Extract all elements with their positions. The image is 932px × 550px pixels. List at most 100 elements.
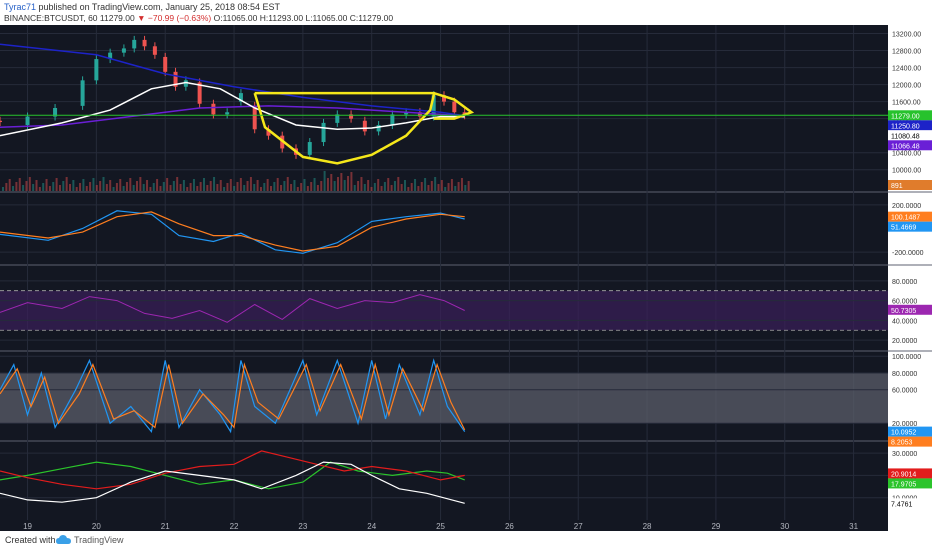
- volume-bar: [52, 182, 55, 191]
- volume-bar: [387, 178, 390, 191]
- volume-bar: [447, 183, 450, 191]
- volume-bar: [340, 173, 343, 191]
- volume-bar: [347, 176, 350, 191]
- stoch-axis-tag-bg: [888, 436, 932, 447]
- price-axis-tag: 11279.00: [891, 113, 920, 120]
- candle-body: [266, 129, 271, 136]
- volume-bar: [313, 178, 316, 191]
- candle-body: [349, 114, 354, 119]
- volume-bar: [427, 185, 430, 191]
- dmi_plus-line: [0, 461, 465, 490]
- time-axis-background: [0, 520, 888, 531]
- volume-bar: [45, 179, 48, 191]
- candle-body: [362, 120, 367, 132]
- candle-body: [238, 93, 243, 102]
- volume-bar: [79, 183, 82, 191]
- price-tick-label: 10000.00: [892, 168, 921, 175]
- volume-bar: [276, 178, 279, 191]
- volume-bar: [280, 185, 283, 191]
- volume-bar: [5, 183, 8, 191]
- macd-line: [0, 210, 465, 254]
- publish-info: Tyrac71 published on TradingView.com, Ja…: [4, 2, 280, 12]
- price-tick-label: 12000.00: [892, 83, 921, 90]
- volume-bar: [370, 187, 373, 191]
- volume-bar: [15, 182, 18, 191]
- volume-bar: [132, 185, 135, 191]
- price-change: ▼ −70.99 (−0.63%): [137, 13, 212, 23]
- volume-bar: [430, 181, 433, 191]
- volume-bar: [390, 185, 393, 191]
- author-link[interactable]: Tyrac71: [4, 2, 37, 12]
- stoch-axis-tag: 8.2053: [891, 440, 913, 447]
- volume-bar: [357, 181, 360, 191]
- volume-bar: [383, 182, 386, 191]
- volume-bar: [286, 177, 289, 191]
- volume-bar: [25, 181, 28, 191]
- volume-bar: [437, 184, 440, 191]
- volume-bar: [48, 186, 51, 191]
- volume-bar: [239, 178, 242, 191]
- price-axis-tag-bg: [888, 120, 932, 131]
- volume-bar: [367, 180, 370, 191]
- volume-bar: [35, 180, 38, 191]
- volume-bar: [293, 180, 296, 191]
- volume-bar: [440, 180, 443, 191]
- macd_signal-line: [0, 211, 465, 252]
- price-axis-tag: 11066.48: [891, 143, 920, 150]
- price-axis-tag-bg: [888, 110, 932, 121]
- volume-bar: [95, 185, 98, 191]
- ohlc-low: L:11065.00: [305, 13, 348, 23]
- time-tick-label: 23: [298, 522, 307, 531]
- macd-axis-tag: 100.1487: [891, 215, 920, 222]
- volume-bar: [434, 177, 437, 191]
- volume-bar: [467, 181, 470, 191]
- publish-text: published on TradingView.com, January 25…: [38, 2, 281, 12]
- candle-body: [121, 48, 126, 53]
- volume-bar: [162, 182, 165, 191]
- macd-axis-tag: 51.4669: [891, 225, 916, 232]
- price-tick-label: 11600.00: [892, 100, 921, 107]
- footer-brand[interactable]: TradingView: [74, 535, 124, 545]
- volume-bar: [38, 187, 41, 191]
- volume-bar: [186, 187, 189, 191]
- time-tick-label: 19: [23, 522, 32, 531]
- footer: Created with TradingView: [0, 531, 932, 550]
- volume-bar: [464, 185, 467, 191]
- stoch-axis-tag-bg: [888, 426, 932, 437]
- volume-bar: [203, 178, 205, 191]
- price-tick-label: 12400.00: [892, 66, 921, 73]
- stoch-band: [0, 372, 888, 424]
- volume-bar: [129, 178, 132, 191]
- volume-bar: [407, 187, 410, 191]
- volume-bar: [303, 179, 306, 191]
- volume-bar: [259, 187, 262, 191]
- volume-bar: [457, 182, 460, 191]
- volume-bar: [22, 185, 25, 191]
- volume-bar: [189, 183, 192, 191]
- candle-body: [404, 112, 409, 115]
- stoch-tick-label: 60.0000: [892, 388, 917, 395]
- volume-bar: [256, 180, 259, 191]
- candle-body: [335, 114, 340, 123]
- chart-canvas[interactable]: 19 20 21 22 23 24 25 26 27 28 29 30 31 13200.00 12800.…: [0, 25, 932, 531]
- volume-bar: [380, 186, 383, 191]
- volume-axis-tag: 891: [891, 183, 903, 190]
- volume-bar: [306, 186, 309, 191]
- sma-slow-line: [0, 105, 465, 128]
- candle-body: [225, 112, 230, 115]
- candle-body: [183, 80, 188, 87]
- stoch-tick-label: 100.0000: [892, 354, 921, 361]
- volume-bar: [246, 181, 249, 191]
- volume-bar: [206, 185, 209, 191]
- candle-body: [80, 80, 85, 106]
- volume-bar: [337, 177, 339, 191]
- volume-bar: [424, 178, 427, 191]
- volume-bar: [420, 182, 423, 191]
- volume-bar: [149, 187, 152, 191]
- candle-body: [442, 95, 446, 102]
- volume-bar: [233, 186, 236, 191]
- rsi-axis-tag: 50.7305: [891, 308, 916, 315]
- volume-bar: [316, 185, 319, 191]
- candle-body: [307, 142, 312, 155]
- volume-bar: [226, 183, 229, 191]
